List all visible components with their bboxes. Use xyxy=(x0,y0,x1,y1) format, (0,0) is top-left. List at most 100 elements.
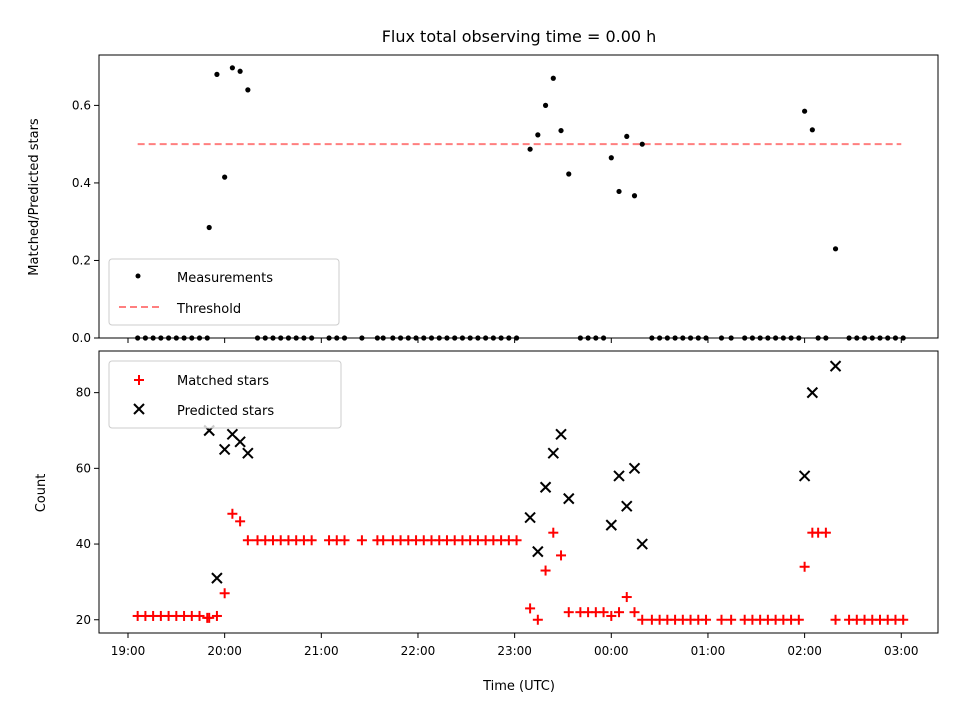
bottom-x-tick-label: 22:00 xyxy=(401,644,436,658)
matched-star-point xyxy=(621,592,632,603)
matched-star-point xyxy=(532,614,543,625)
measurement-point xyxy=(229,65,235,71)
predicted-star-point xyxy=(555,428,567,440)
measurement-point xyxy=(631,193,638,199)
measurement-point xyxy=(832,246,839,252)
top-y-tick-label: 0.6 xyxy=(72,98,91,112)
bottom-y-tick-label: 20 xyxy=(76,613,91,627)
predicted-star-point xyxy=(806,386,819,399)
matched-star-point xyxy=(556,550,567,561)
top-y-tick-label: 0.0 xyxy=(72,331,91,345)
bottom-x-tick-label: 01:00 xyxy=(691,644,726,658)
measurement-point xyxy=(542,102,549,108)
matched-star-point xyxy=(898,614,909,625)
predicted-star-point xyxy=(234,436,246,448)
bottom-axes-frame xyxy=(98,350,939,634)
predicted-star-point xyxy=(621,500,633,512)
measurement-point xyxy=(550,75,556,81)
bottom-y-tick-label: 40 xyxy=(76,537,91,551)
measurement-point xyxy=(206,224,212,231)
measurements-legend-label: Measurements xyxy=(177,271,273,286)
predicted-star-point xyxy=(539,481,552,493)
matched-star-point xyxy=(606,610,617,621)
matched-star-point xyxy=(629,607,640,618)
matched-star-point xyxy=(820,527,831,538)
measurements-legend-marker xyxy=(135,273,141,279)
predicted-stars-legend-marker xyxy=(133,403,145,415)
predicted-star-point xyxy=(211,572,223,584)
matched-star-point xyxy=(540,565,551,576)
matched-star-point xyxy=(701,614,712,625)
bottom-x-tick-label: 02:00 xyxy=(787,644,822,658)
predicted-star-point xyxy=(829,360,842,372)
predicted-star-point xyxy=(613,470,625,482)
top-legend: Measurements Threshold xyxy=(108,258,340,326)
matched-star-point xyxy=(726,614,737,625)
matched-star-point xyxy=(614,607,625,618)
predicted-star-point xyxy=(636,538,648,550)
matched-star-point xyxy=(339,535,350,546)
predicted-star-point xyxy=(218,443,231,456)
bottom-marks xyxy=(132,360,909,625)
matched-star-point xyxy=(548,527,559,538)
bottom-legend: Matched stars Predicted stars xyxy=(108,360,342,429)
matched-stars-legend-label: Matched stars xyxy=(177,374,269,389)
matched-star-point xyxy=(799,561,810,572)
bottom-x-tick-label: 19:00 xyxy=(111,644,146,658)
matched-star-point xyxy=(525,603,536,614)
predicted-star-point xyxy=(242,447,254,459)
measurement-point xyxy=(566,171,572,177)
matched-star-point xyxy=(356,535,367,546)
bottom-y-tick-label: 60 xyxy=(76,461,91,475)
bottom-legend-box xyxy=(108,360,342,429)
matched-star-point xyxy=(716,614,727,625)
matched-star-point xyxy=(211,610,222,621)
bottom-y-tick-label: 80 xyxy=(76,386,91,400)
bottom-y-axis-label: Count xyxy=(34,474,49,513)
top-plot-area: 0.0 0.2 0.4 0.6 xyxy=(72,98,902,345)
bottom-x-tick-label: 21:00 xyxy=(304,644,339,658)
matched-star-point xyxy=(242,535,253,546)
predicted-star-point xyxy=(532,545,544,558)
top-y-axis-label: Matched/Predicted stars xyxy=(27,118,42,276)
predicted-star-point xyxy=(524,511,536,524)
predicted-star-point xyxy=(547,447,560,459)
measurement-point xyxy=(558,127,564,134)
x-axis-label: Time (UTC) xyxy=(482,679,555,694)
threshold-legend-label: Threshold xyxy=(176,302,241,317)
matched-stars-legend-marker xyxy=(134,375,144,385)
measurement-point xyxy=(616,188,622,195)
matched-star-point xyxy=(219,588,230,599)
top-y-tick-label: 0.4 xyxy=(72,176,91,190)
measurement-point xyxy=(214,71,220,77)
matched-star-point xyxy=(194,610,205,621)
matched-star-point xyxy=(563,607,574,618)
matched-star-point xyxy=(598,607,609,618)
bottom-x-tick-label: 23:00 xyxy=(497,644,532,658)
chart-title: Flux total observing time = 0.00 h xyxy=(382,27,657,46)
matched-star-point xyxy=(637,614,648,625)
predicted-star-point xyxy=(563,492,575,505)
matched-star-point xyxy=(204,612,215,623)
matched-star-point xyxy=(306,535,317,546)
matched-star-point xyxy=(235,516,246,527)
measurement-point xyxy=(809,127,815,133)
measurement-point xyxy=(639,141,645,147)
top-y-tick-label: 0.2 xyxy=(72,253,91,267)
matched-star-point xyxy=(378,535,389,546)
bottom-x-tick-label: 03:00 xyxy=(884,644,919,658)
bottom-plot-area: 20 40 60 80 19:00 20:00 21:00 22:00 23:00 00:00 01… xyxy=(76,386,919,658)
matched-star-point xyxy=(830,614,841,625)
predicted-star-point xyxy=(628,462,641,475)
matched-star-point xyxy=(511,535,522,546)
top-legend-box xyxy=(108,258,340,326)
matched-star-point xyxy=(227,508,238,519)
predicted-star-point xyxy=(605,519,617,531)
measurement-point xyxy=(237,68,243,74)
measurement-point xyxy=(527,146,533,152)
measurement-point xyxy=(624,133,630,140)
matched-star-point xyxy=(793,614,804,625)
bottom-x-tick-label: 00:00 xyxy=(594,644,629,658)
